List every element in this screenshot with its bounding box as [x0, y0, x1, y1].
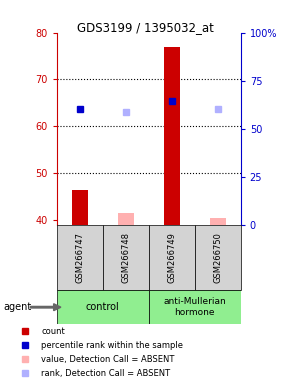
Text: value, Detection Call = ABSENT: value, Detection Call = ABSENT: [41, 355, 175, 364]
Bar: [195, 225, 241, 290]
Text: GSM266748: GSM266748: [121, 232, 130, 283]
Text: control: control: [86, 302, 119, 312]
Bar: [148, 225, 195, 290]
Bar: [117, 213, 134, 225]
Text: percentile rank within the sample: percentile rank within the sample: [41, 341, 183, 350]
Text: count: count: [41, 327, 65, 336]
Bar: [164, 47, 180, 225]
Bar: [57, 290, 148, 324]
Bar: [57, 225, 103, 290]
Text: GSM266747: GSM266747: [75, 232, 84, 283]
Bar: [148, 290, 241, 324]
Bar: [103, 225, 148, 290]
Text: GSM266750: GSM266750: [213, 232, 222, 283]
Text: anti-Mullerian
hormone: anti-Mullerian hormone: [163, 298, 226, 317]
Text: agent: agent: [3, 302, 31, 312]
Bar: [210, 218, 226, 225]
Bar: [72, 190, 88, 225]
Text: rank, Detection Call = ABSENT: rank, Detection Call = ABSENT: [41, 369, 170, 378]
Text: GDS3199 / 1395032_at: GDS3199 / 1395032_at: [77, 21, 213, 34]
Text: GSM266749: GSM266749: [167, 232, 176, 283]
